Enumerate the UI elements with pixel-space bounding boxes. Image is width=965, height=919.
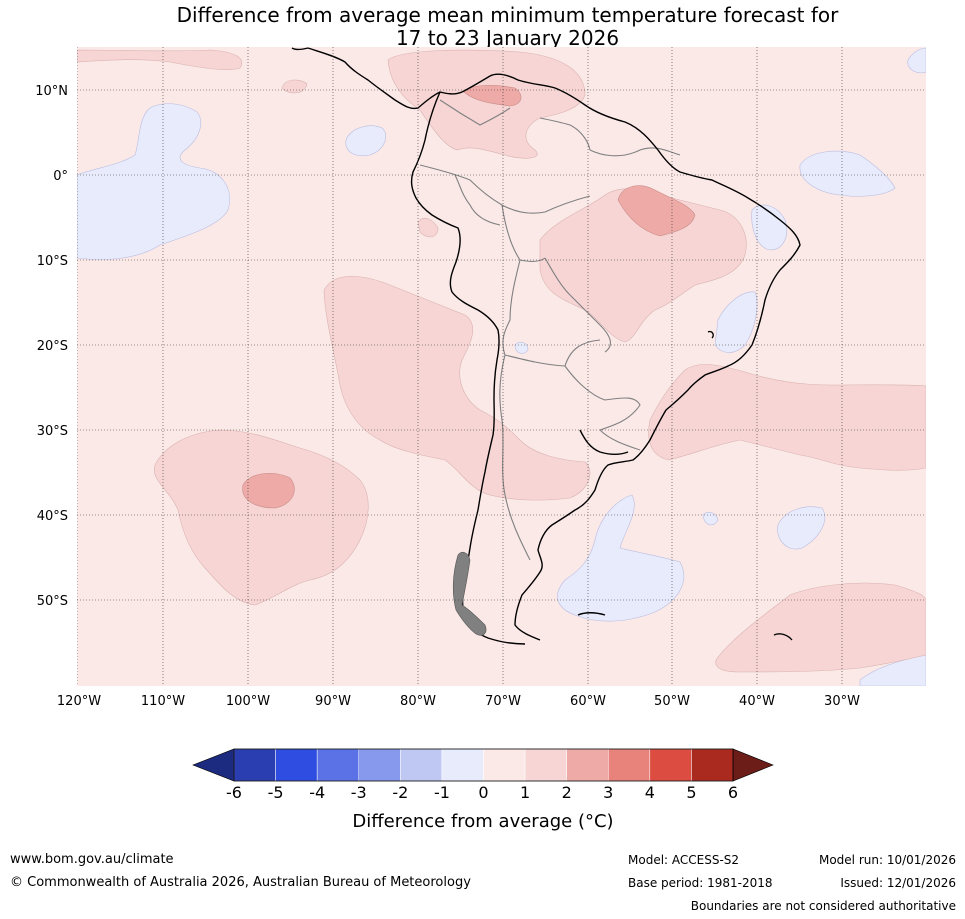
- colorbar-label: Difference from average (°C): [352, 811, 613, 832]
- colorbar-tick-label: 0: [478, 783, 488, 802]
- footer-url[interactable]: www.bom.gov.au/climate: [10, 852, 174, 867]
- anomaly-region-red: [463, 85, 522, 107]
- colorbar-tick-label: 6: [728, 783, 738, 802]
- colorbar-extend-low: [192, 748, 235, 782]
- lon-label: 60°W: [570, 694, 606, 709]
- footer-copyright: © Commonwealth of Australia 2026, Austra…: [10, 875, 471, 890]
- country-borders: [419, 99, 681, 561]
- lat-label: 10°S: [37, 254, 68, 269]
- lon-label: 40°W: [739, 694, 775, 709]
- anomaly-region-light-red: [153, 429, 369, 606]
- colorbar-tick-label: -6: [226, 783, 242, 802]
- colorbar-segment: [275, 748, 318, 782]
- colorbar-segment: [608, 748, 651, 782]
- colorbar-tick-label: 5: [686, 783, 696, 802]
- lon-label: 100°W: [226, 694, 270, 709]
- footer-disclaimer: Boundaries are not considered authoritat…: [690, 899, 956, 913]
- footer-model: Model: ACCESS-S2: [628, 853, 740, 867]
- anomaly-region-blue: [777, 506, 826, 550]
- anomaly-region-blue: [345, 125, 386, 157]
- lat-label: 10°N: [35, 84, 68, 99]
- colorbar-tick-label: -4: [309, 783, 325, 802]
- colorbar-segment: [691, 748, 734, 782]
- colorbar-extend-high: [732, 748, 774, 782]
- map-panel: [77, 47, 926, 686]
- footer-model-run: Model run: 10/01/2026: [818, 853, 956, 867]
- map-title: Difference from average mean minimum tem…: [0, 4, 965, 50]
- lat-label: 30°S: [37, 424, 68, 439]
- colorbar-tick-label: 3: [603, 783, 613, 802]
- lat-label: 20°S: [37, 339, 68, 354]
- anomaly-region-light-red: [715, 582, 926, 673]
- lon-label: 80°W: [400, 694, 436, 709]
- lon-label: 120°W: [57, 694, 101, 709]
- latitude-labels: 10°N 0° 10°S 20°S 30°S 40°S 50°S: [35, 84, 68, 609]
- longitude-labels: 120°W 110°W 100°W 90°W 80°W 70°W 60°W 50…: [57, 694, 860, 709]
- footer-base-period: Base period: 1981-2018: [628, 876, 773, 890]
- title-line-2: 17 to 23 January 2026: [395, 26, 620, 50]
- anomaly-region-blue: [751, 204, 788, 251]
- lat-label: 50°S: [37, 594, 68, 609]
- colorbar-outline: [233, 748, 734, 782]
- colorbar-segment: [233, 748, 276, 782]
- anomaly-region-light-red: [387, 49, 586, 159]
- anomaly-region-blue: [799, 150, 896, 197]
- lon-label: 110°W: [141, 694, 185, 709]
- colorbar-segment: [358, 748, 401, 782]
- title-line-1: Difference from average mean minimum tem…: [176, 3, 839, 27]
- graticule: [77, 47, 926, 686]
- patagonia-islands: [452, 551, 487, 636]
- colorbar-tick-label: -2: [392, 783, 408, 802]
- colorbar-tick-label: -1: [434, 783, 450, 802]
- colorbar-tick-label: 2: [562, 783, 572, 802]
- anomaly-region-light-red: [323, 276, 591, 501]
- colorbar-segment: [441, 748, 484, 782]
- lat-label: 40°S: [37, 509, 68, 524]
- colorbar-tick-label: 1: [520, 783, 530, 802]
- colorbar-segment: [483, 748, 526, 782]
- anomaly-region-blue: [859, 654, 926, 686]
- colorbar-segment: [316, 748, 359, 782]
- colorbar-segment: [524, 748, 567, 782]
- colorbar-segment: [400, 748, 443, 782]
- lon-label: 90°W: [315, 694, 351, 709]
- anomaly-region-blue: [702, 511, 719, 526]
- anomaly-region-blue: [714, 291, 758, 353]
- colorbar-tick-label: 4: [645, 783, 655, 802]
- colorbar-tick-label: -5: [268, 783, 284, 802]
- anomaly-region-light-red: [281, 79, 308, 94]
- anomaly-region-light-red: [77, 49, 242, 70]
- lon-label: 30°W: [824, 694, 860, 709]
- anomaly-region-blue: [907, 47, 926, 74]
- colorbar: -6 -5 -4 -3 -2 -1 0 1 2 3 4 5 6: [192, 748, 774, 802]
- colorbar-segment: [649, 748, 692, 782]
- anomaly-region-light-red: [648, 364, 926, 471]
- anomaly-region-light-red: [417, 217, 439, 238]
- lat-label: 0°: [53, 169, 68, 184]
- footer-issued: Issued: 12/01/2026: [840, 876, 956, 890]
- anomaly-region-blue: [557, 494, 685, 622]
- anomaly-region-light-red: [539, 188, 747, 343]
- lon-label: 70°W: [485, 694, 521, 709]
- colorbar-segment: [566, 748, 609, 782]
- anomaly-region-red: [617, 185, 696, 237]
- colorbar-tick-label: -3: [351, 783, 367, 802]
- lon-label: 50°W: [654, 694, 690, 709]
- anomaly-region-blue: [77, 103, 230, 260]
- anomaly-region-red: [242, 472, 295, 509]
